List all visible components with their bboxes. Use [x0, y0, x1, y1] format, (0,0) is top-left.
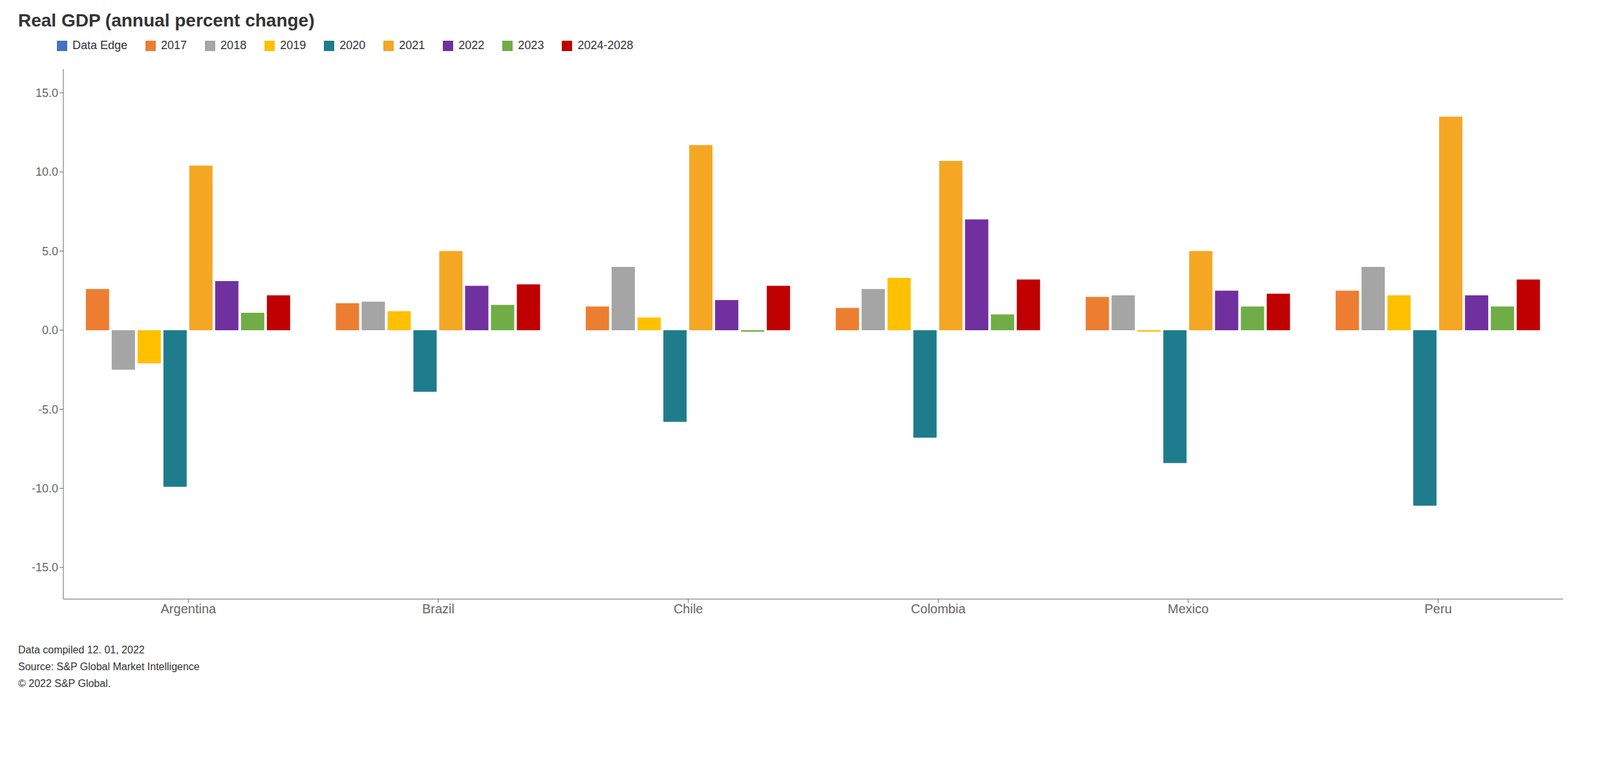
svg-text:5.0: 5.0: [42, 245, 59, 258]
svg-text:Colombia: Colombia: [910, 601, 966, 617]
svg-text:Chile: Chile: [673, 601, 704, 617]
svg-text:Argentina: Argentina: [160, 601, 217, 617]
html-text:2024-2028: 2024-2028: [577, 38, 634, 52]
html-text:2021: 2021: [399, 38, 425, 52]
html-text:2019: 2019: [280, 38, 306, 52]
svg-text:-5.0: -5.0: [38, 403, 59, 417]
svg-text:10.0: 10.0: [35, 165, 59, 179]
html-text:2017: 2017: [161, 38, 187, 52]
svg-text:Brazil: Brazil: [422, 601, 455, 617]
html-text:Data compiled 12. 01, 2022: Data compiled 12. 01, 2022: [18, 644, 145, 656]
svg-text:15.0: 15.0: [35, 86, 59, 100]
html-text:2020: 2020: [339, 38, 366, 52]
html-text:© 2022 S&P Global.: © 2022 S&P Global.: [18, 678, 111, 690]
html-text:Data Edge: Data Edge: [72, 38, 128, 52]
html-text:2023: 2023: [518, 38, 544, 52]
svg-text:-10.0: -10.0: [31, 482, 59, 496]
html-text:Real GDP (annual percent chang: Real GDP (annual percent change): [18, 10, 315, 31]
svg-text:0.0: 0.0: [42, 323, 59, 337]
svg-text:-15.0: -15.0: [31, 561, 59, 575]
html-text:Source: S&P Global Market Inte: Source: S&P Global Market Intelligence: [18, 661, 200, 673]
html-text:2018: 2018: [220, 38, 247, 52]
svg-text:Peru: Peru: [1424, 601, 1452, 617]
svg-text:Mexico: Mexico: [1167, 601, 1209, 617]
html-text:2022: 2022: [458, 38, 485, 52]
